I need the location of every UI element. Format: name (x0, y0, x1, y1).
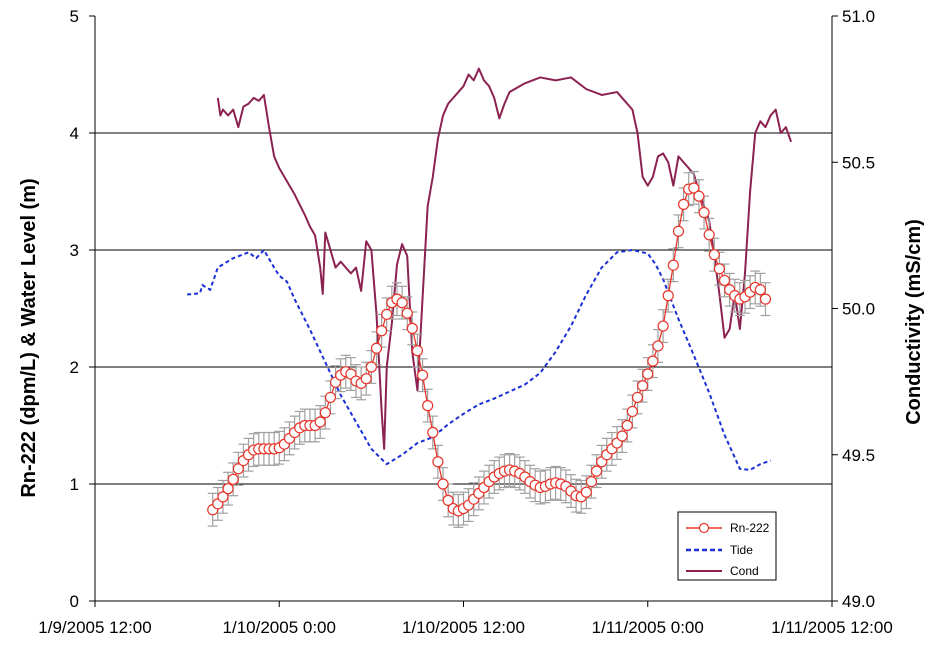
x-tick-label: 1/9/2005 12:00 (38, 618, 151, 637)
rn222-point (647, 355, 659, 367)
right-y-tick-label: 50.5 (842, 153, 875, 172)
rn222-point (590, 465, 603, 477)
right-y-tick-label: 50.0 (842, 300, 875, 319)
rn222-point (713, 263, 726, 275)
rn222-point (442, 494, 454, 506)
left-y-tick-label: 5 (70, 7, 79, 26)
rn222-point (652, 340, 664, 352)
left-y-tick-label: 3 (70, 241, 79, 260)
rn222-point (365, 361, 377, 373)
legend-box (677, 511, 777, 581)
rn222-point (585, 476, 598, 488)
cond-series (216, 67, 792, 450)
rn222-point (580, 486, 592, 498)
legend-rn222-marker (698, 522, 710, 534)
rn222-point (662, 290, 674, 302)
rn222-point (616, 430, 628, 442)
rn222-point (360, 373, 372, 385)
rn222-point (232, 463, 244, 475)
left-y-tick-label: 1 (70, 475, 79, 494)
x-tick-label: 1/11/2005 0:00 (592, 618, 704, 637)
rn222-point (637, 380, 649, 392)
rn222-point (672, 225, 685, 237)
left-y-axis-title: Rn-222 (dpm/L) & Water Level (m) (18, 178, 40, 497)
rn222-point (416, 369, 429, 381)
rn222-point (427, 426, 439, 439)
rn222-point (376, 325, 388, 337)
rn222-point (703, 229, 715, 241)
legend-item-rn222: Rn-222 (686, 521, 770, 535)
rn222-point (759, 293, 772, 305)
rn222-point (621, 419, 633, 432)
right-y-tick-label: 51.0 (842, 7, 875, 26)
rn222-series (207, 171, 772, 528)
legend-item-cond: Cond (686, 564, 759, 578)
rn222-point (677, 198, 690, 210)
x-axis: 1/9/2005 12:00 1/10/2005 0:00 1/10/2005 12… (38, 601, 893, 637)
rn222-point (422, 400, 434, 412)
rn222-point (370, 342, 383, 354)
right-y-tick-label: 49.5 (842, 446, 875, 465)
gridlines (95, 132, 832, 485)
right-y-axis-title: Conductivity (mS/cm) (903, 219, 925, 425)
rn222-point (708, 249, 720, 261)
rn222-point (642, 368, 654, 380)
rn222-point (217, 491, 229, 503)
x-tick-label: 1/11/2005 12:00 (771, 618, 893, 637)
rn222-line (212, 187, 767, 512)
left-y-axis: 0 1 2 3 4 5 (70, 7, 95, 611)
right-y-tick-label: 49.0 (842, 592, 875, 611)
rn222-point (657, 320, 669, 332)
rn222-point (432, 456, 444, 468)
rn222-point (324, 391, 337, 404)
rn222-point (401, 307, 413, 319)
left-y-tick-label: 4 (70, 124, 79, 143)
legend-tide-label: Tide (730, 543, 753, 557)
cond-line (216, 67, 792, 450)
rn222-point (718, 274, 731, 287)
legend-item-tide: Tide (686, 543, 753, 557)
rn222-point (314, 416, 326, 428)
rn222-point (698, 206, 710, 219)
rn222-point (381, 308, 393, 320)
x-tick-label: 1/10/2005 12:00 (402, 618, 525, 637)
rn222-point (227, 473, 239, 485)
left-y-tick-label: 0 (70, 592, 79, 611)
rn222-point (437, 478, 449, 490)
rn222-point (631, 391, 644, 404)
rn222-point (396, 297, 408, 309)
rn222-point (406, 322, 418, 334)
rn222-point (688, 182, 700, 194)
rn222-point (754, 284, 766, 296)
legend-rn222-label: Rn-222 (730, 521, 770, 535)
x-tick-label: 1/10/2005 0:00 (223, 618, 336, 637)
left-y-tick-label: 2 (70, 358, 79, 377)
rn222-point (411, 345, 424, 357)
rn222-point (693, 190, 705, 202)
legend-cond-label: Cond (730, 564, 759, 578)
legend: Rn-222 Tide Cond (677, 511, 777, 581)
right-y-axis: 49.0 49.5 50.0 50.5 51.0 (832, 7, 875, 611)
rn222-point (667, 259, 679, 271)
rn222-point (626, 405, 638, 418)
rn222-point (222, 483, 234, 495)
rn222-point (319, 407, 331, 419)
